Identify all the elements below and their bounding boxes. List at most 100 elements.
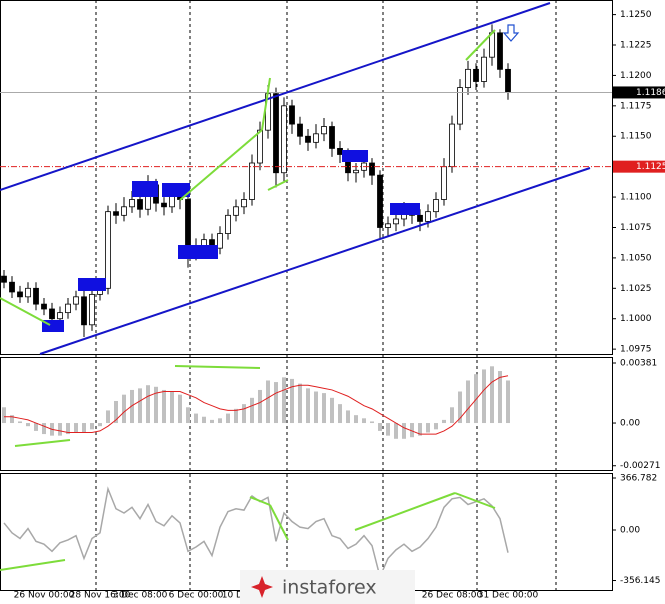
histogram-bar — [370, 421, 374, 424]
histogram-bar — [314, 391, 318, 424]
candle-body — [249, 162, 255, 200]
candle-body — [1, 275, 7, 283]
histogram-bar — [242, 404, 246, 424]
histogram-bar — [122, 394, 126, 424]
y-tick-label: 1.1175 — [620, 101, 652, 111]
divergence-line — [14, 439, 71, 447]
level-box — [178, 245, 218, 259]
x-tick-label: 3 Dec 08:00 — [113, 591, 168, 601]
y-tick-label: 0.00381 — [620, 358, 657, 368]
candle-body — [425, 211, 431, 222]
candle-body — [441, 166, 447, 200]
candle-body — [449, 123, 455, 168]
candle-body — [49, 308, 55, 320]
histogram-bar — [2, 407, 6, 424]
candle-body — [417, 214, 423, 222]
histogram-bar — [258, 389, 262, 424]
histogram-bar — [130, 389, 134, 424]
y-tick-label: 1.1050 — [620, 253, 652, 263]
watermark-logo — [251, 576, 273, 598]
divergence-line — [261, 77, 271, 131]
histogram-bar — [202, 416, 206, 424]
histogram-bar — [298, 383, 302, 424]
histogram-bar — [234, 408, 238, 424]
watermark-text: instaforex — [282, 577, 377, 599]
histogram-bar — [498, 371, 502, 424]
macd-panel — [0, 357, 613, 471]
histogram-bar — [170, 391, 174, 424]
histogram-bar — [402, 423, 406, 439]
y-tick-label: 0.00 — [620, 419, 640, 429]
histogram-bar — [98, 423, 102, 427]
level-box — [162, 183, 190, 197]
x-tick-label: 26 Nov 00:00 — [14, 591, 75, 601]
signal-line — [4, 375, 509, 435]
histogram-bar — [10, 415, 14, 424]
divergence-line — [354, 492, 456, 531]
y-tick-label: 1.1200 — [620, 71, 652, 81]
x-tick-label: 26 Dec 08:00 — [422, 591, 483, 601]
x-tick-label: 31 Dec 00:00 — [478, 591, 539, 601]
price-tag — [613, 86, 665, 99]
price-label: 1.1186 — [636, 88, 665, 98]
candle-body — [433, 199, 439, 213]
histogram-bar — [386, 423, 390, 436]
histogram-bar — [418, 423, 422, 436]
histogram-bar — [338, 404, 342, 424]
x-tick-label: 6 Dec 00:00 — [169, 591, 224, 601]
candle-body — [217, 233, 223, 249]
histogram-bar — [34, 423, 38, 431]
histogram-bar — [154, 386, 158, 424]
histogram-bar — [274, 382, 278, 424]
candle-body — [17, 291, 23, 298]
histogram-bar — [346, 410, 350, 424]
histogram-bar — [74, 423, 78, 433]
level-box — [390, 203, 420, 215]
candle-body — [137, 199, 143, 210]
candle-body — [257, 129, 263, 164]
candle-body — [305, 135, 311, 143]
histogram-bar — [114, 400, 118, 424]
candle-body — [25, 287, 31, 298]
candle-body — [377, 174, 383, 228]
annotations — [0, 2, 591, 571]
y-tick-label: 0.00 — [620, 526, 640, 536]
divergence-line — [454, 492, 496, 509]
histogram-bar — [378, 423, 382, 431]
candle-body — [273, 93, 279, 174]
level-tag — [613, 160, 665, 173]
histogram-bar — [282, 377, 286, 424]
candle-body — [185, 199, 191, 253]
histogram-bar — [322, 393, 326, 424]
candle-body — [33, 287, 39, 305]
y-tick-label: 1.1250 — [620, 10, 652, 20]
channel-line — [0, 2, 551, 191]
candle-body — [337, 148, 343, 155]
histogram-bar — [458, 391, 462, 424]
histogram-bar — [250, 397, 254, 424]
histogram-bar — [362, 418, 366, 424]
histogram-bar — [426, 423, 430, 433]
candle-body — [297, 123, 303, 137]
candle-body — [329, 126, 335, 149]
candle-body — [289, 105, 295, 125]
candle-body — [233, 206, 239, 216]
histogram-bar — [266, 380, 270, 424]
y-tick-label: -356.145 — [620, 576, 660, 586]
candle-body — [105, 211, 111, 289]
level-boxes — [42, 150, 420, 332]
y-tick-label: 1.1025 — [620, 284, 652, 294]
histogram-bar — [138, 388, 142, 424]
histogram-bar — [90, 423, 94, 430]
histogram-bar — [394, 423, 398, 439]
histogram-bar — [330, 397, 334, 424]
y-tick-label: 1.1225 — [620, 41, 652, 51]
histogram-bar — [450, 407, 454, 424]
candle-body — [121, 206, 127, 216]
candle-body — [129, 199, 135, 208]
candle-body — [457, 87, 463, 125]
candle-body — [505, 68, 511, 93]
logo-star — [251, 576, 273, 598]
histogram-bar — [482, 369, 486, 424]
